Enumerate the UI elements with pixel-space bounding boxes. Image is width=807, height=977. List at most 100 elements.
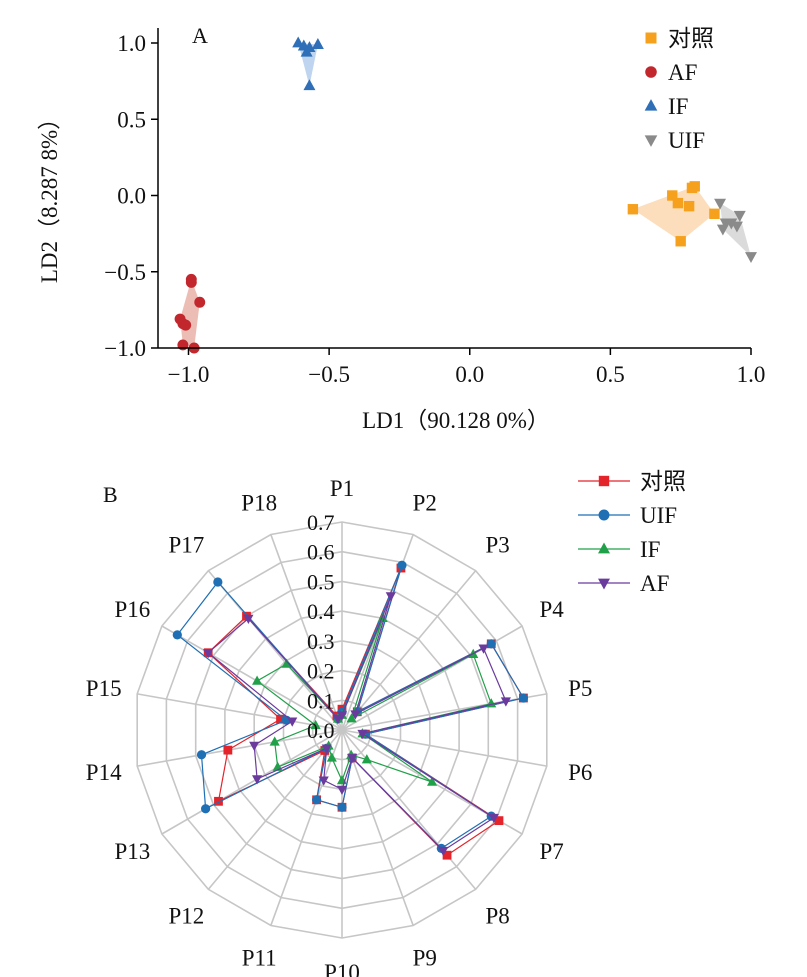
radar-axis-label-13: P14 <box>86 760 122 785</box>
radar-legend-marker-2 <box>598 542 610 554</box>
point-0-2 <box>672 197 684 209</box>
point-2-5 <box>303 79 316 91</box>
point-0-6 <box>709 208 720 219</box>
radar-axis-label-15: P16 <box>115 597 151 622</box>
radar-axis-label-16: P17 <box>169 533 205 558</box>
radar-spoke-2 <box>341 570 477 731</box>
hull-1 <box>180 279 200 348</box>
radar-legend: 对照 UIF IF AF <box>578 469 686 596</box>
point-3-6 <box>745 252 757 263</box>
radar-axis-label-14: P15 <box>86 676 122 701</box>
radar-point-2-6 <box>427 776 438 786</box>
radar-point-1-4 <box>518 693 529 703</box>
legend-label-3: UIF <box>668 128 705 153</box>
radar-axis-label-7: P8 <box>485 903 509 928</box>
radar-legend-label-3: AF <box>640 571 669 596</box>
radar-spoke-13 <box>137 729 343 767</box>
radar-axis-label-4: P5 <box>568 676 592 701</box>
radar-point-0-13 <box>223 745 233 755</box>
radar-labels: 0.0 0.1 0.2 0.3 0.4 0.5 0.6 0.7 P1 P2 P3 P4 P5 P6 P7 P8… <box>86 476 593 977</box>
point-0-3 <box>683 200 695 212</box>
panel-a-label: A <box>192 23 208 48</box>
radar-point-3-17 <box>332 715 343 725</box>
radar-ring-label-3: 0.3 <box>307 629 335 654</box>
radar-point-3-16 <box>243 614 254 624</box>
radar-point-2-16 <box>281 658 292 668</box>
y-tick-label-0: 1.0 <box>117 31 146 56</box>
y-axis-title: LD2（8.287 8%） <box>37 107 62 283</box>
radar-legend-label-2: IF <box>640 537 660 562</box>
point-0-7 <box>675 236 686 247</box>
radar-point-3-7 <box>438 846 449 857</box>
radar-point-3-4 <box>500 697 511 707</box>
y-tick-label-3: −0.5 <box>104 260 146 285</box>
radar-point-3-15 <box>203 649 214 659</box>
radar-spoke-11 <box>207 729 343 890</box>
point-2-4 <box>300 45 313 57</box>
point-1-5 <box>180 319 192 331</box>
y-tick-label-4: −1.0 <box>104 336 146 361</box>
radar-point-1-9 <box>337 802 347 812</box>
radar-point-1-16 <box>213 577 223 587</box>
radar-ring-label-0: 0.0 <box>307 718 335 743</box>
radar-ring-label-6: 0.6 <box>307 540 335 565</box>
radar-point-1-10 <box>311 795 322 805</box>
legend-marker-1 <box>645 66 657 78</box>
radar-point-3-8 <box>347 754 358 764</box>
radar-axis-label-11: P12 <box>169 903 205 928</box>
radar-ring-label-4: 0.4 <box>307 599 335 624</box>
radar-axis-label-5: P6 <box>568 760 592 785</box>
radar-point-3-1 <box>385 592 396 602</box>
radar-point-3-10 <box>318 776 329 786</box>
lda-scatter-panel: A −1.0 −0.5 0.0 0.5 1.0 1.0 0.5 0.0 −0.5 −1.0 LD1… <box>37 23 765 433</box>
y-tick-label-1: 0.5 <box>117 107 146 132</box>
radar-legend-marker-3 <box>598 578 610 590</box>
radar-point-3-3 <box>478 644 489 654</box>
x-axis-title: LD1（90.128 0%） <box>362 408 550 433</box>
radar-panel: B 0.0 0.1 0.2 0.3 0.4 0.5 0.6 0.7 P1 P2 P3 P4 P5 P6 P7… <box>86 469 686 977</box>
radar-point-3-13 <box>249 741 260 751</box>
radar-axis-label-1: P2 <box>413 491 437 516</box>
radar-ring-label-2: 0.2 <box>307 659 335 684</box>
radar-point-2-10 <box>326 752 337 762</box>
point-1-2 <box>194 296 206 308</box>
radar-spoke-15 <box>161 625 343 731</box>
radar-point-2-14 <box>310 719 321 730</box>
radar-point-1-3 <box>486 639 496 649</box>
radar-point-2-7 <box>361 754 372 764</box>
point-0-5 <box>689 181 700 192</box>
radar-grid <box>136 521 548 939</box>
radar-axis-label-2: P3 <box>485 533 509 558</box>
radar-axis-label-9: P10 <box>324 960 360 977</box>
point-1-6 <box>177 339 189 351</box>
radar-series-3 <box>203 592 511 857</box>
x-tick-label-3: 0.5 <box>596 362 625 387</box>
point-3-0 <box>714 198 727 210</box>
legend-label-1: AF <box>668 60 697 85</box>
radar-axis-label-8: P9 <box>413 945 437 970</box>
radar-series <box>172 560 529 860</box>
panel-b-label: B <box>103 482 118 507</box>
radar-point-1-13 <box>196 750 207 760</box>
radar-spoke-14 <box>137 693 343 731</box>
point-3-5 <box>719 218 732 230</box>
legend-marker-3 <box>644 135 658 147</box>
radar-axis-label-3: P4 <box>539 597 564 622</box>
legend-marker-0 <box>645 32 657 44</box>
radar-point-0-12 <box>214 796 223 806</box>
radar-line-3 <box>207 595 507 852</box>
radar-point-3-9 <box>336 785 348 795</box>
x-tick-label-2: 0.0 <box>455 362 484 387</box>
radar-point-3-12 <box>252 775 263 785</box>
radar-point-1-15 <box>172 630 182 640</box>
radar-axis-label-0: P1 <box>330 476 354 501</box>
hull-0 <box>632 186 715 242</box>
scatter-axes: −1.0 −0.5 0.0 0.5 1.0 1.0 0.5 0.0 −0.5 −1.0 <box>104 28 765 387</box>
scatter-points <box>174 36 757 354</box>
point-2-3 <box>311 38 324 49</box>
radar-point-2-13 <box>269 736 280 746</box>
radar-point-1-12 <box>200 804 211 814</box>
radar-spoke-10 <box>270 729 343 926</box>
radar-axis-label-6: P7 <box>539 839 563 864</box>
